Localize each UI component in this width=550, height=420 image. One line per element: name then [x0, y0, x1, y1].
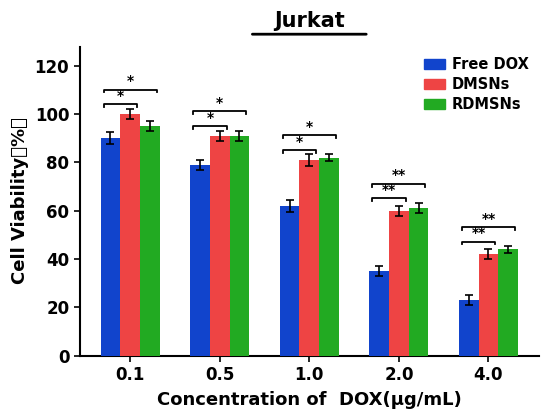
Title: Jurkat: Jurkat	[274, 11, 345, 31]
Bar	[389, 211, 409, 355]
Text: **: **	[471, 226, 486, 240]
Text: **: **	[382, 183, 396, 197]
Bar	[498, 249, 518, 355]
Y-axis label: Cell Viability（%）: Cell Viability（%）	[11, 118, 29, 284]
Bar	[280, 206, 299, 355]
Bar	[120, 114, 140, 355]
Bar	[369, 271, 389, 355]
X-axis label: Concentration of  DOX(μg/mL): Concentration of DOX(μg/mL)	[157, 391, 461, 409]
Text: *: *	[296, 135, 303, 149]
Bar	[319, 158, 339, 355]
Bar	[409, 208, 428, 355]
Bar	[478, 254, 498, 355]
Text: *: *	[216, 96, 223, 110]
Text: **: **	[392, 168, 406, 182]
Bar	[299, 160, 319, 355]
Bar	[190, 165, 210, 355]
Text: *: *	[126, 74, 134, 88]
Bar	[140, 126, 160, 355]
Bar	[210, 136, 229, 355]
Text: *: *	[117, 89, 124, 103]
Bar	[459, 300, 478, 355]
Text: *: *	[306, 120, 313, 134]
Text: **: **	[481, 212, 496, 226]
Bar	[101, 138, 120, 355]
Text: *: *	[206, 110, 213, 124]
Bar	[229, 136, 249, 355]
Legend: Free DOX, DMSNs, RDMSNs: Free DOX, DMSNs, RDMSNs	[421, 54, 532, 115]
